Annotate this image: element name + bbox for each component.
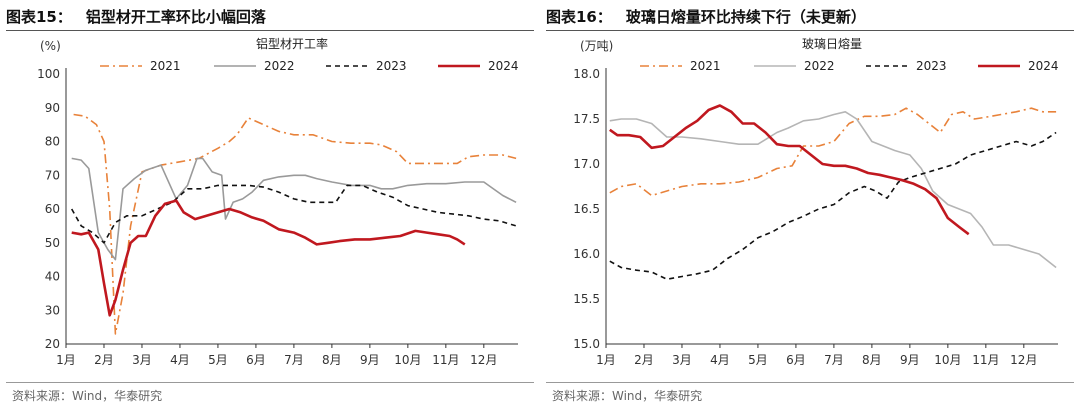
figure-16-source: 资料来源：Wind，华泰研究	[552, 389, 703, 403]
series-line-2022	[71, 157, 517, 261]
legend-label-2024: 2024	[1028, 59, 1059, 73]
x-tick-label: 1月	[596, 353, 616, 367]
x-tick-label: 3月	[672, 353, 692, 367]
y-tick-label: 90	[45, 101, 60, 115]
x-tick-label: 5月	[748, 353, 768, 367]
glass-daily-melt-chart: 玻璃日熔量 (万吨) 15.0 15.5 16.0 16.5 17.0 17.5 18.0 1月 2…	[573, 36, 1059, 367]
x-tick-label: 5月	[208, 353, 228, 367]
figure-16: 图表16： 玻璃日熔量环比持续下行（未更新） 玻璃日熔量 (万吨) 15.0 15.5 1…	[546, 0, 1078, 418]
y-tick-label: 16.0	[573, 247, 600, 261]
chart-title: 玻璃日熔量	[802, 36, 862, 51]
figure-15-title: 图表15： 铝型材开工率环比小幅回落	[6, 6, 266, 27]
figure-15-source-rule	[6, 382, 534, 383]
series-line-2024	[71, 199, 466, 317]
y-tick-label: 16.5	[573, 202, 600, 216]
legend-label-2023: 2023	[376, 59, 407, 73]
legend-label-2023: 2023	[916, 59, 947, 73]
x-tick-label: 4月	[170, 353, 190, 367]
y-tick-label: 15.5	[573, 292, 600, 306]
y-tick-label: 40	[45, 270, 60, 284]
x-tick-label: 12月	[470, 353, 497, 367]
legend-label-2022: 2022	[264, 59, 295, 73]
y-tick-label: 20	[45, 337, 60, 351]
aluminum-utilization-chart: 铝型材开工率 (%) 20 30 40 50 60 70 80 90 100 1月 2月 3月 4月 5月 6月…	[37, 36, 519, 367]
series-line-2024	[609, 104, 970, 236]
series-line-2023	[609, 131, 1057, 280]
y-tick-label: 70	[45, 168, 60, 182]
series-line-2023	[71, 184, 517, 244]
y-axis-unit-label: (万吨)	[580, 39, 613, 53]
figure-16-title: 图表16： 玻璃日熔量环比持续下行（未更新）	[546, 6, 866, 27]
chart-title: 铝型材开工率	[256, 36, 328, 51]
x-tick-label: 8月	[322, 353, 342, 367]
figure-16-source-rule	[546, 382, 1074, 383]
y-tick-label: 17.0	[573, 157, 600, 171]
y-tick-label: 30	[45, 303, 60, 317]
legend-label-2024: 2024	[488, 59, 519, 73]
series-line-2021	[609, 107, 1057, 197]
y-axis-unit-label: (%)	[40, 39, 61, 53]
x-tick-label: 7月	[824, 353, 844, 367]
x-tick-label: 8月	[862, 353, 882, 367]
x-tick-label: 11月	[972, 353, 999, 367]
x-tick-label: 9月	[360, 353, 380, 367]
y-tick-label: 60	[45, 202, 60, 216]
x-tick-label: 2月	[94, 353, 114, 367]
y-tick-label: 50	[45, 236, 60, 250]
figure-15-title-rule	[6, 30, 534, 31]
series-line-2021	[73, 113, 517, 335]
x-tick-label: 9月	[900, 353, 920, 367]
figure-15: 图表15： 铝型材开工率环比小幅回落 铝型材开工率 (%) 20 30 40 50 60 70 8…	[6, 0, 538, 418]
x-tick-label: 1月	[56, 353, 76, 367]
y-tick-label: 18.0	[573, 67, 600, 81]
y-tick-label: 17.5	[573, 112, 600, 126]
legend-label-2021: 2021	[150, 59, 181, 73]
x-tick-label: 12月	[1010, 353, 1037, 367]
y-tick-label: 100	[37, 67, 60, 81]
figure-16-heading: 玻璃日熔量环比持续下行（未更新）	[625, 8, 866, 26]
legend-label-2022: 2022	[804, 59, 835, 73]
figure-15-heading: 铝型材开工率环比小幅回落	[85, 8, 266, 26]
figure-16-number: 图表16：	[546, 8, 612, 26]
figure-16-title-rule	[546, 30, 1074, 31]
x-tick-label: 6月	[786, 353, 806, 367]
x-tick-label: 11月	[432, 353, 459, 367]
y-tick-label: 80	[45, 135, 60, 149]
figure-15-number: 图表15：	[6, 8, 72, 26]
figure-15-source: 资料来源：Wind，华泰研究	[12, 389, 163, 403]
x-tick-label: 3月	[132, 353, 152, 367]
x-tick-label: 4月	[710, 353, 730, 367]
series-line-2022	[609, 111, 1057, 269]
x-tick-label: 6月	[246, 353, 266, 367]
x-tick-label: 2月	[634, 353, 654, 367]
y-tick-label: 15.0	[573, 337, 600, 351]
x-tick-label: 10月	[934, 353, 961, 367]
x-tick-label: 10月	[394, 353, 421, 367]
legend-label-2021: 2021	[690, 59, 721, 73]
x-tick-label: 7月	[284, 353, 304, 367]
